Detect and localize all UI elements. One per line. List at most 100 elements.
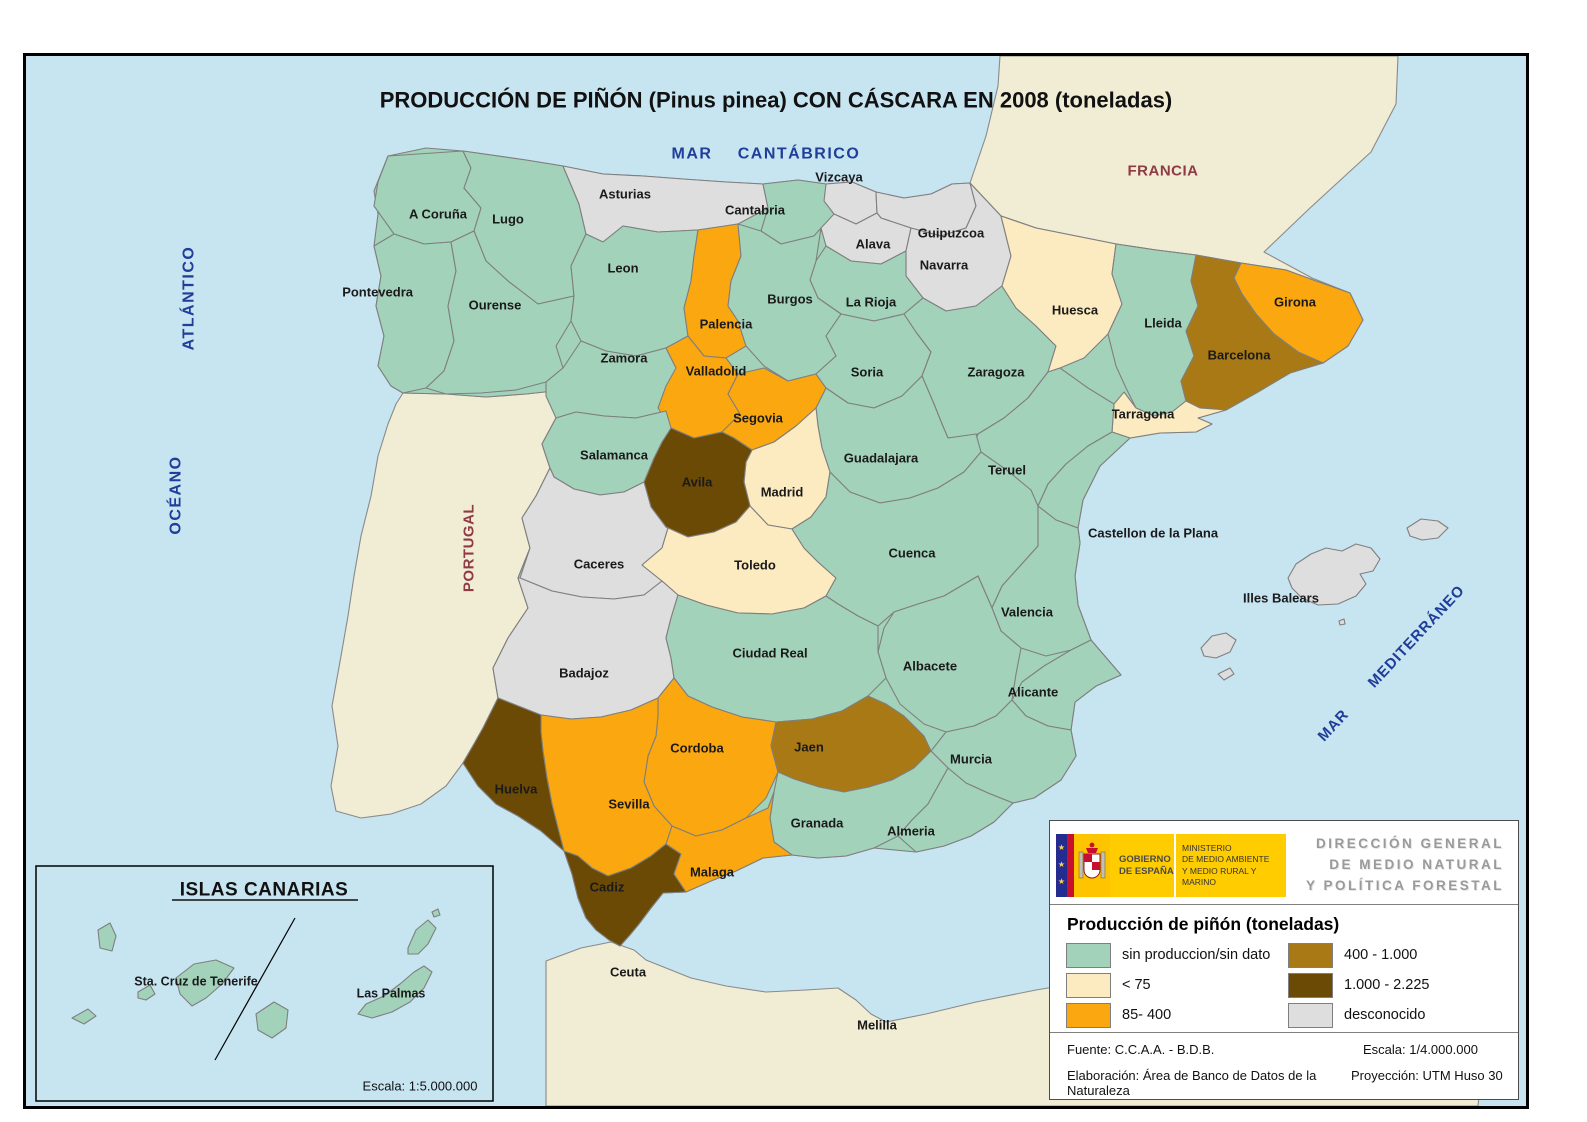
- province-label-avila: Avila: [682, 475, 713, 490]
- province-label-barcelona: Barcelona: [1208, 348, 1272, 363]
- ministerio-logo: MINISTERIO DE MEDIO AMBIENTE Y MEDIO RUR…: [1176, 834, 1286, 897]
- ministerio-line3: Y MEDIO RURAL Y MARINO: [1182, 865, 1257, 887]
- sea-label-mar-2: MAR: [1315, 706, 1353, 745]
- svg-text:★: ★: [1058, 843, 1065, 852]
- direccion-line1: DIRECCIÓN GENERAL: [1315, 836, 1504, 852]
- static-labels: PRODUCCIÓN DE PIÑÓN (Pinus pinea) CON CÁ…: [166, 88, 1469, 745]
- province-label-zamora: Zamora: [601, 351, 649, 366]
- legend-label-desconocido: desconocido: [1344, 1007, 1426, 1023]
- cabrera-shape: [1338, 618, 1346, 626]
- province-shape-albacete: [877, 575, 1022, 733]
- fuerteventura-shape: [357, 965, 433, 1019]
- inset-scale: Escala: 1:5.000.000: [363, 1079, 478, 1094]
- province-label-toledo: Toledo: [734, 558, 776, 573]
- province-label-alava: Alava: [856, 237, 891, 252]
- la-palma-shape: [97, 922, 117, 952]
- province-label-guadalajara: Guadalajara: [844, 451, 919, 466]
- province-label-vizcaya: Vizcaya: [815, 170, 863, 185]
- legend-label-lt75: < 75: [1122, 977, 1151, 993]
- coat-of-arms-icon: [1078, 842, 1106, 879]
- province-label-navarra: Navarra: [920, 258, 969, 273]
- province-label-almeria: Almeria: [887, 824, 935, 839]
- province-label-albacete: Albacete: [903, 659, 957, 674]
- province-label-burgos: Burgos: [767, 292, 813, 307]
- inset-label-las-palmas: Las Palmas: [357, 986, 426, 1000]
- legend-label-sin_produccion: sin produccion/sin dato: [1122, 947, 1271, 963]
- direccion-line3: Y POLÍTICA FORESTAL: [1305, 877, 1504, 893]
- province-label-granada: Granada: [791, 816, 845, 831]
- province-label-cantabria: Cantabria: [725, 203, 786, 218]
- canary-inset: ISLAS CANARIAS Sta. Cruz de Tenerife Las…: [35, 865, 494, 1102]
- legend-label-c85_400: 85- 400: [1122, 1007, 1172, 1023]
- province-label-cadiz: Cadiz: [590, 880, 625, 895]
- la-gomera-shape: [137, 984, 156, 1001]
- direccion-general-title: DIRECCIÓN GENERAL DE MEDIO NATURAL Y POL…: [1286, 834, 1506, 897]
- provinces-layer: [373, 150, 1364, 947]
- province-label-ciudad-real: Ciudad Real: [732, 646, 807, 661]
- province-label-valladolid: Valladolid: [686, 364, 747, 379]
- inset-label-tenerife: Sta. Cruz de Tenerife: [134, 974, 257, 988]
- province-label-palencia: Palencia: [700, 317, 754, 332]
- province-label-caceres: Caceres: [574, 557, 625, 572]
- legend-swatch-desconocido: [1288, 1002, 1333, 1028]
- sea-label-mediterraneo: MEDITERRÁNEO: [1365, 582, 1469, 691]
- legend-item-sin_produccion: sin produccion/sin dato: [1066, 942, 1288, 968]
- legend-label-c1000_2225: 1.000 - 2.225: [1344, 977, 1430, 993]
- balearic-islands: [1200, 518, 1449, 681]
- country-label-francia: FRANCIA: [1128, 162, 1199, 179]
- sea-label-mar: MAR: [672, 146, 713, 163]
- tenerife-shape: [175, 959, 235, 1007]
- province-label-segovia: Segovia: [733, 411, 784, 426]
- province-shape-huelva: [462, 697, 565, 852]
- country-label-portugal: PORTUGAL: [460, 504, 477, 592]
- province-shape-pontevedra: [373, 233, 457, 394]
- legend-swatch-c1000_2225: [1288, 972, 1333, 998]
- sea-label-oceano: OCÉANO: [166, 455, 185, 534]
- province-label-guipuzcoa: Guipuzcoa: [918, 226, 985, 241]
- graciosa-shape: [431, 908, 441, 918]
- legend-separator-bottom: [1050, 1032, 1518, 1033]
- ministerio-line2: DE MEDIO AMBIENTE: [1182, 854, 1270, 865]
- legend-swatch-c400_1000: [1288, 942, 1333, 968]
- svg-text:★: ★: [1058, 877, 1065, 886]
- province-label-illes-balears: Illes Balears: [1243, 591, 1319, 606]
- gobierno-logo: ★ ★ ★: [1056, 834, 1174, 897]
- legend-footer-row2: Elaboración: Área de Banco de Datos de l…: [1067, 1068, 1503, 1098]
- province-label-girona: Girona: [1274, 295, 1317, 310]
- province-label-badajoz: Badajoz: [559, 666, 609, 681]
- province-labels: A Coruña Lugo Pontevedra Ourense Asturias Can…: [342, 170, 1319, 1033]
- province-shape-barcelona: [1180, 254, 1324, 411]
- legend-items: sin produccion/sin dato 400 - 1.000 < 75 1.…: [1066, 940, 1504, 1030]
- province-label-soria: Soria: [851, 365, 884, 380]
- legend-label-c400_1000: 400 - 1.000: [1344, 947, 1418, 963]
- province-label-leon: Leon: [607, 261, 638, 276]
- province-label-a-coruna: A Coruña: [409, 207, 468, 222]
- legend-footer-row1: Fuente: C.C.A.A. - B.D.B. Escala: 1/4.00…: [1067, 1042, 1503, 1057]
- legend-elaboration: Elaboración: Área de Banco de Datos de l…: [1067, 1068, 1317, 1098]
- gobierno-line1: GOBIERNO: [1119, 853, 1171, 865]
- province-label-pontevedra: Pontevedra: [342, 285, 414, 300]
- el-hierro-shape: [71, 1008, 97, 1025]
- city-label-melilla: Melilla: [857, 1018, 898, 1033]
- inset-title: ISLAS CANARIAS: [180, 880, 349, 901]
- inset-divider-line: [214, 917, 296, 1061]
- map-title: PRODUCCIÓN DE PIÑÓN (Pinus pinea) CON CÁ…: [380, 88, 1173, 113]
- logo-bar: ★ ★ ★: [1056, 834, 1506, 897]
- sea-label-cantabrico: CANTÁBRICO: [738, 144, 861, 163]
- province-label-murcia: Murcia: [950, 752, 993, 767]
- legend-panel: ★ ★ ★: [1049, 820, 1519, 1100]
- map-area: ISLAS CANARIAS Sta. Cruz de Tenerife Las…: [23, 53, 1529, 1109]
- legend-row: sin produccion/sin dato 400 - 1.000: [1066, 940, 1504, 970]
- legend-separator-top: [1050, 904, 1518, 905]
- province-shape-huesca: [1000, 215, 1123, 373]
- sea-label-atlantico: ATLÁNTICO: [179, 246, 198, 351]
- legend-title: Producción de piñón (toneladas): [1067, 914, 1340, 934]
- province-label-sevilla: Sevilla: [608, 797, 650, 812]
- lanzarote-shape: [407, 919, 437, 955]
- legend-item-lt75: < 75: [1066, 972, 1288, 998]
- province-label-alicante: Alicante: [1008, 685, 1059, 700]
- svg-text:★: ★: [1058, 860, 1065, 869]
- province-label-lugo: Lugo: [492, 212, 524, 227]
- province-shape-leon: [570, 225, 699, 357]
- legend-projection: Proyección: UTM Huso 30: [1351, 1068, 1503, 1083]
